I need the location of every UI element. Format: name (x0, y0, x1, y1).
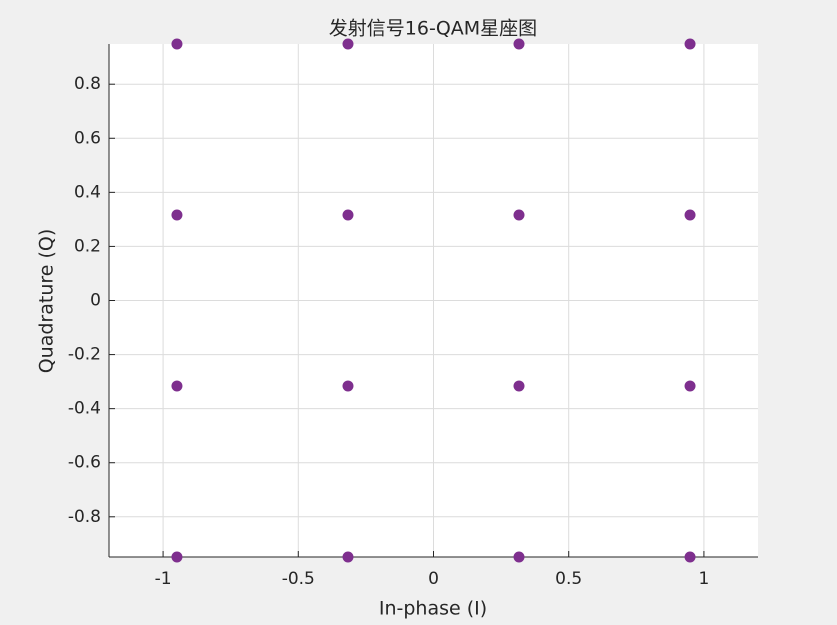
point (171, 209, 183, 221)
y-axis-label: Quadrature (Q) (36, 229, 58, 374)
y-tick-label: 0.4 (74, 182, 101, 202)
x-tick-label: -1 (155, 569, 172, 589)
point (684, 380, 696, 392)
point (684, 551, 696, 563)
y-tick-label: 0.8 (74, 74, 101, 94)
x-axis-label: In-phase (I) (379, 598, 487, 620)
point (684, 38, 696, 50)
point (684, 209, 696, 221)
point (513, 38, 525, 50)
y-tick-label: 0.2 (74, 236, 101, 256)
point (513, 209, 525, 221)
chart-title: 发射信号16-QAM星座图 (329, 18, 537, 40)
point (342, 209, 354, 221)
point (513, 380, 525, 392)
y-tick-label: 0 (90, 291, 101, 311)
y-tick-label: -0.4 (68, 399, 101, 419)
x-tick-label: 0.5 (555, 569, 582, 589)
y-tick-label: -0.6 (68, 453, 101, 473)
point (342, 380, 354, 392)
point (342, 551, 354, 563)
y-tick-label: -0.2 (68, 345, 101, 365)
point (171, 380, 183, 392)
x-tick-label: 0 (428, 569, 439, 589)
point (342, 38, 354, 50)
x-tick-label: 1 (699, 569, 710, 589)
point (171, 38, 183, 50)
point (171, 551, 183, 563)
x-tick-label: -0.5 (282, 569, 315, 589)
point (513, 551, 525, 563)
y-tick-label: 0.6 (74, 128, 101, 148)
y-tick-label: -0.8 (68, 507, 101, 527)
